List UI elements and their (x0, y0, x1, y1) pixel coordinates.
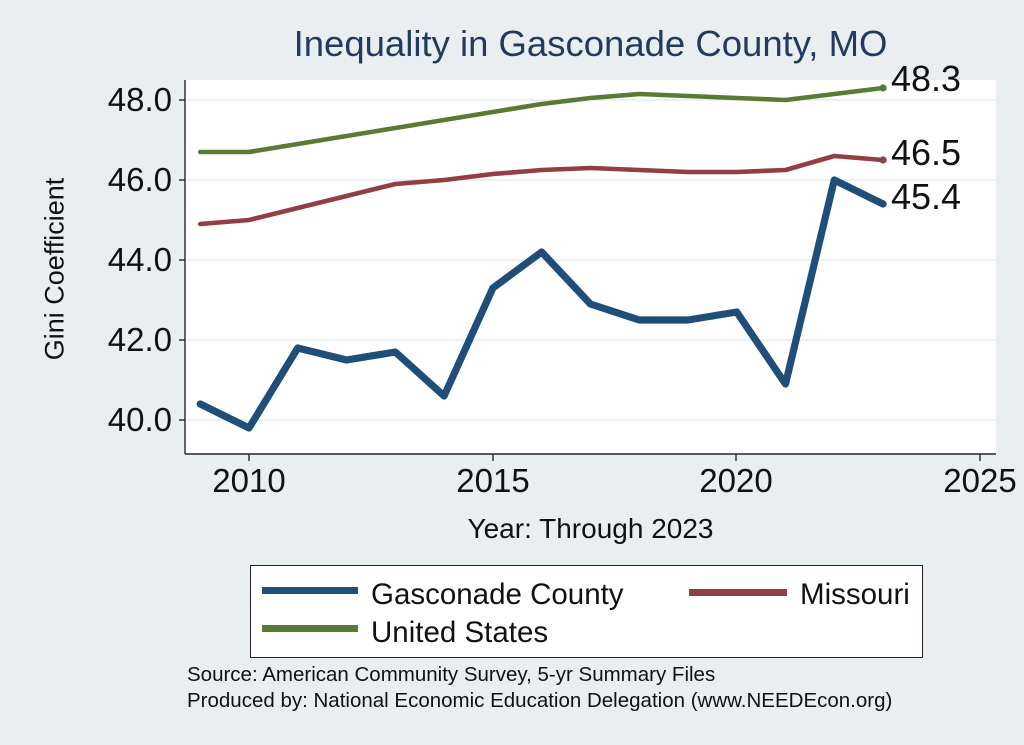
svg-text:2020: 2020 (699, 462, 772, 499)
svg-text:40.0: 40.0 (108, 401, 172, 438)
svg-text:2025: 2025 (943, 462, 1016, 499)
svg-text:2015: 2015 (456, 462, 529, 499)
svg-text:2010: 2010 (212, 462, 285, 499)
svg-text:48.3: 48.3 (891, 58, 961, 99)
svg-text:45.4: 45.4 (891, 176, 961, 217)
svg-text:44.0: 44.0 (108, 241, 172, 278)
svg-text:46.5: 46.5 (891, 132, 961, 173)
svg-text:48.0: 48.0 (108, 81, 172, 118)
svg-text:42.0: 42.0 (108, 321, 172, 358)
svg-text:46.0: 46.0 (108, 161, 172, 198)
